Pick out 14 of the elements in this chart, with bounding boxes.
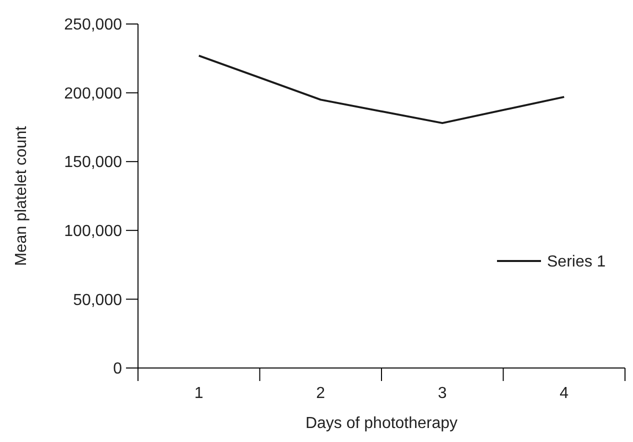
y-tick-label: 200,000 [64, 85, 122, 102]
x-tick-label: 2 [316, 385, 326, 402]
x-tick-label: 4 [560, 385, 569, 402]
x-tick-label: 1 [194, 385, 204, 402]
y-axis-title: Mean platelet count [13, 126, 30, 266]
x-tick-label: 3 [438, 385, 447, 402]
line-series [198, 54, 566, 124]
y-tick-label: 100,000 [64, 223, 122, 240]
x-axis-title: Days of phototherapy [305, 415, 458, 432]
y-tick-label: 0 [113, 360, 122, 378]
y-tick-label: 150,000 [64, 154, 122, 172]
legend-label: Series 1 [547, 254, 606, 271]
y-tick-label: 250,000 [64, 16, 122, 34]
y-tick-label: 50,000 [73, 292, 122, 309]
